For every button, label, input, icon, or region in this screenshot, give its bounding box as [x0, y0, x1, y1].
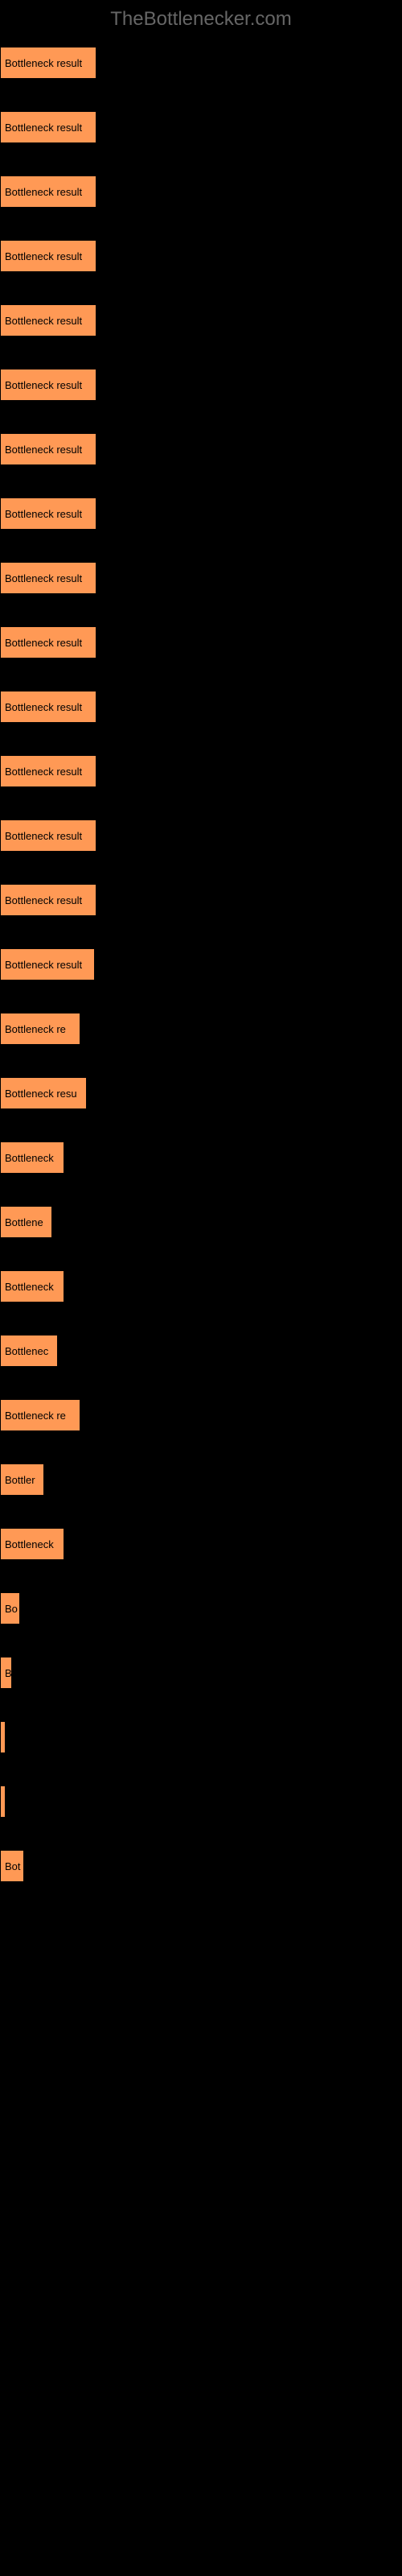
bar: Bottleneck: [0, 1141, 64, 1174]
bar: Bottleneck result: [0, 111, 96, 143]
bar-row: [0, 1721, 402, 1753]
bar-label: Bottlene: [5, 1216, 43, 1228]
bar: [0, 1785, 6, 1818]
bar-row: Bottleneck result: [0, 626, 402, 658]
bar-label: Bottleneck: [5, 1538, 54, 1550]
bar-row: Bottleneck: [0, 1141, 402, 1174]
bar-row: Bottleneck result: [0, 240, 402, 272]
bar: Bottleneck resu: [0, 1077, 87, 1109]
bar-chart: Bottleneck result Bottleneck result Bottle…: [0, 39, 402, 1922]
bar-label: Bottleneck result: [5, 701, 82, 713]
bar-label: Bottleneck result: [5, 315, 82, 327]
bar-row: B: [0, 1657, 402, 1689]
bar: Bottleneck result: [0, 47, 96, 79]
bar-row: Bottleneck result: [0, 562, 402, 594]
bar-label: Bottleneck result: [5, 766, 82, 778]
bar-label: Bottleneck result: [5, 508, 82, 520]
bar: Bot: [0, 1850, 24, 1882]
bar-label: Bottleneck result: [5, 894, 82, 906]
bar: Bottleneck result: [0, 755, 96, 787]
bar-row: Bottleneck resu: [0, 1077, 402, 1109]
bar: Bottleneck: [0, 1528, 64, 1560]
bar-row: Bottleneck: [0, 1270, 402, 1302]
bar-label: Bo: [5, 1603, 18, 1615]
bar-row: Bottlenec: [0, 1335, 402, 1367]
bar: B: [0, 1657, 12, 1689]
bar-row: Bottleneck result: [0, 369, 402, 401]
bar: Bottler: [0, 1463, 44, 1496]
bar: Bottleneck result: [0, 240, 96, 272]
bar: Bottleneck result: [0, 304, 96, 336]
header: TheBottlenecker.com: [0, 0, 402, 39]
bar: Bottleneck result: [0, 884, 96, 916]
bar: Bottleneck: [0, 1270, 64, 1302]
bar: Bottleneck result: [0, 497, 96, 530]
bar-label: Bottleneck result: [5, 444, 82, 456]
bar: Bottlene: [0, 1206, 52, 1238]
bar-row: Bottleneck result: [0, 111, 402, 143]
bar-label: B: [5, 1667, 12, 1679]
bar-row: Bottleneck: [0, 1528, 402, 1560]
bar: [0, 1721, 6, 1753]
bar-row: Bottleneck result: [0, 948, 402, 980]
bar-row: Bottleneck result: [0, 304, 402, 336]
bar-label: Bottleneck result: [5, 572, 82, 584]
bar-label: Bottleneck result: [5, 57, 82, 69]
bar: Bottleneck result: [0, 626, 96, 658]
bar: Bottleneck result: [0, 691, 96, 723]
bar-row: Bottleneck result: [0, 819, 402, 852]
bar-row: Bottleneck result: [0, 755, 402, 787]
bar-row: Bottlene: [0, 1206, 402, 1238]
bar-row: [0, 1785, 402, 1818]
bar-row: Bottleneck result: [0, 175, 402, 208]
bar-row: Bottler: [0, 1463, 402, 1496]
bar: Bottlenec: [0, 1335, 58, 1367]
bar: Bottleneck result: [0, 175, 96, 208]
bar-row: Bo: [0, 1592, 402, 1624]
bar-label: Bottleneck: [5, 1281, 54, 1293]
bar-row: Bottleneck result: [0, 691, 402, 723]
bar-row: Bottleneck result: [0, 47, 402, 79]
bar-row: Bottleneck result: [0, 433, 402, 465]
bar: Bottleneck result: [0, 433, 96, 465]
bar-label: Bottler: [5, 1474, 35, 1486]
bar: Bottleneck result: [0, 948, 95, 980]
bar-label: Bottleneck result: [5, 830, 82, 842]
bar-row: Bot: [0, 1850, 402, 1882]
bar-row: Bottleneck re: [0, 1013, 402, 1045]
bar: Bottleneck re: [0, 1013, 80, 1045]
bar-label: Bottleneck resu: [5, 1088, 77, 1100]
bar: Bottleneck re: [0, 1399, 80, 1431]
bar-label: Bottleneck result: [5, 637, 82, 649]
bar-label: Bottleneck: [5, 1152, 54, 1164]
bar-label: Bottleneck result: [5, 379, 82, 391]
bar-row: Bottleneck re: [0, 1399, 402, 1431]
bar: Bottleneck result: [0, 819, 96, 852]
bar-row: Bottleneck result: [0, 497, 402, 530]
site-title: TheBottlenecker.com: [110, 8, 291, 30]
bar-label: Bottleneck result: [5, 186, 82, 198]
bar-label: Bottleneck re: [5, 1410, 66, 1422]
bar-label: Bot: [5, 1860, 21, 1872]
bar-label: Bottleneck result: [5, 122, 82, 134]
bar-label: Bottlenec: [5, 1345, 48, 1357]
bar: Bottleneck result: [0, 369, 96, 401]
bar: Bo: [0, 1592, 20, 1624]
bar: Bottleneck result: [0, 562, 96, 594]
bar-row: Bottleneck result: [0, 884, 402, 916]
bar-label: Bottleneck re: [5, 1023, 66, 1035]
bar-label: Bottleneck result: [5, 959, 82, 971]
bar-label: Bottleneck result: [5, 250, 82, 262]
